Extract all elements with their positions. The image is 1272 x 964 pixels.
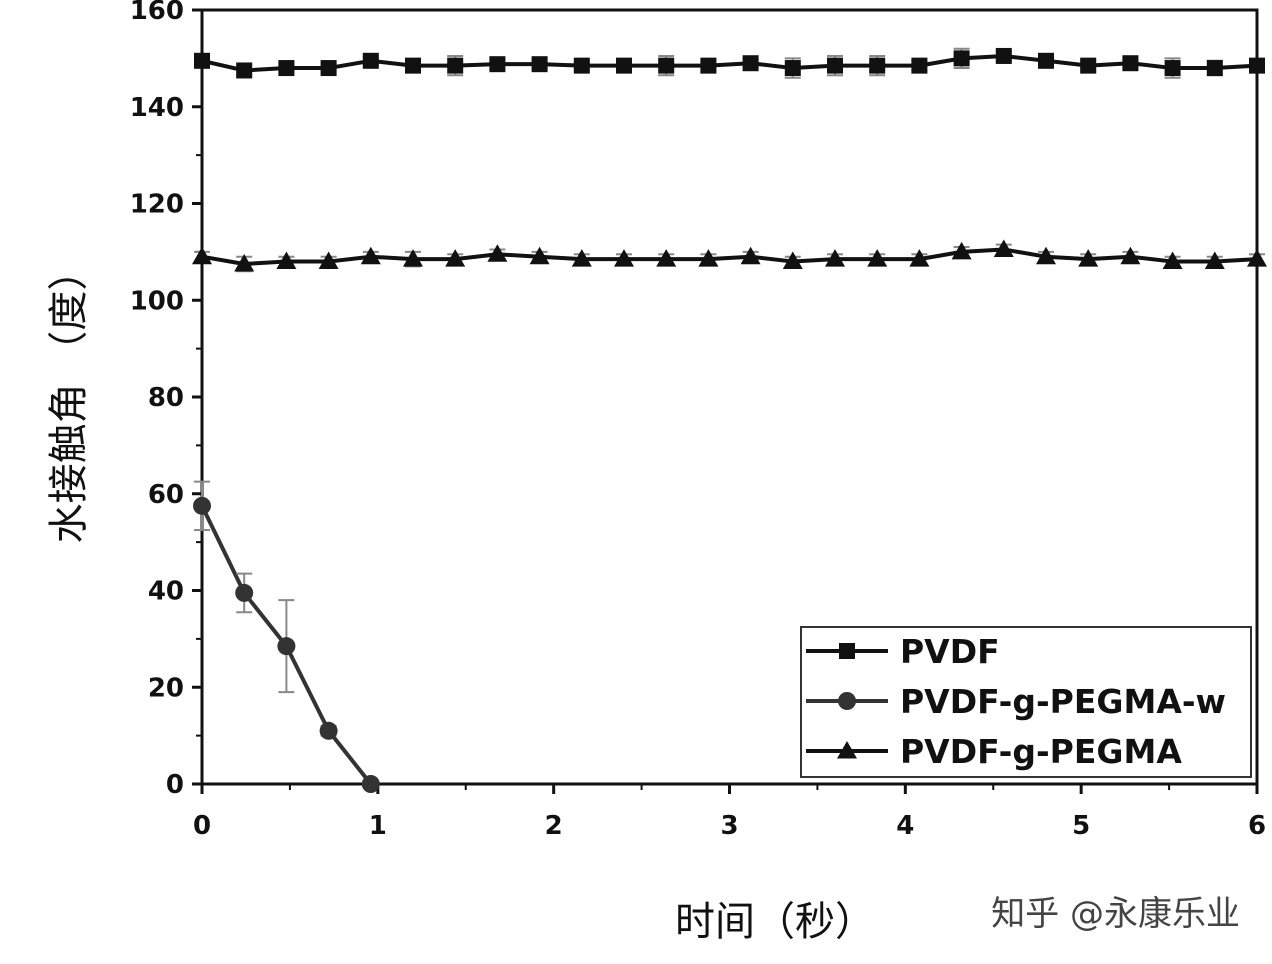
x-tick-label: 0	[193, 811, 211, 841]
series-line	[201, 247, 1258, 266]
triangle-marker	[445, 249, 466, 267]
square-marker	[953, 50, 970, 67]
triangle-marker	[837, 741, 857, 759]
square-marker	[869, 57, 886, 74]
square-marker	[278, 60, 295, 77]
triangle-marker	[951, 241, 972, 260]
series-pvdf	[194, 47, 1265, 79]
series-pvdf-g-pegma	[192, 239, 1267, 273]
triangle-marker	[1247, 249, 1267, 267]
watermark-text: 知乎 @永康乐业	[991, 894, 1240, 934]
triangle-marker	[656, 249, 677, 267]
circle-marker	[193, 496, 211, 515]
triangle-marker	[1204, 251, 1225, 270]
y-tick-label: 40	[148, 577, 184, 607]
square-marker	[320, 60, 337, 77]
square-marker	[827, 57, 843, 74]
triangle-marker	[234, 253, 255, 272]
square-marker	[1122, 55, 1139, 72]
circle-marker	[277, 637, 296, 656]
triangle-marker	[1120, 246, 1141, 265]
x-tick-label: 1	[369, 811, 387, 841]
triangle-marker	[1078, 249, 1099, 267]
series-layer	[192, 47, 1267, 793]
legend: PVDF PVDF-g-PEGMA-w PVDF-g-PEGMA	[800, 626, 1252, 778]
square-marker	[236, 62, 253, 79]
x-tick-label: 6	[1248, 811, 1266, 841]
square-marker	[362, 52, 379, 69]
square-marker	[1206, 60, 1223, 77]
triangle-marker	[782, 251, 803, 270]
square-marker	[995, 47, 1012, 64]
x-axis-title: 时间（秒）	[675, 899, 875, 945]
x-tick-label: 3	[720, 811, 738, 841]
triangle-marker	[740, 246, 761, 265]
square-marker	[911, 57, 928, 74]
square-marker	[194, 52, 210, 69]
series-pvdf-g-pegma-w	[193, 480, 380, 793]
circle-marker	[235, 583, 254, 602]
square-marker	[573, 57, 590, 74]
triangle-marker	[487, 244, 508, 262]
square-marker	[531, 56, 548, 73]
triangle-marker	[867, 249, 888, 267]
square-marker	[1038, 52, 1054, 69]
triangle-marker	[192, 246, 212, 265]
y-tick-label: 20	[148, 673, 184, 703]
triangle-marker	[1036, 246, 1056, 265]
triangle-marker	[698, 249, 719, 267]
x-tick-label: 4	[896, 811, 914, 841]
circle-marker	[319, 721, 338, 740]
legend-label: PVDF-g-PEGMA-w	[900, 682, 1226, 721]
square-marker	[489, 56, 506, 73]
square-marker	[839, 643, 855, 659]
square-marker	[742, 55, 759, 72]
circle-marker	[838, 692, 856, 710]
y-tick-label: 140	[130, 93, 184, 123]
square-marker	[1080, 57, 1097, 74]
y-tick-label: 80	[148, 383, 184, 413]
y-tick-label: 60	[148, 480, 184, 510]
legend-label: PVDF	[900, 632, 1000, 671]
square-marker	[1164, 60, 1181, 77]
square-marker	[700, 57, 717, 74]
y-tick-label: 0	[166, 770, 184, 800]
triangle-marker	[403, 249, 423, 267]
triangle-marker	[318, 251, 339, 270]
triangle-marker	[614, 249, 634, 267]
triangle-marker	[993, 239, 1014, 257]
square-marker	[616, 57, 632, 74]
triangle-marker	[571, 249, 592, 267]
triangle-marker	[529, 246, 550, 265]
square-marker	[405, 57, 421, 74]
triangle-marker	[909, 249, 930, 267]
square-marker	[658, 57, 675, 74]
y-tick-label: 160	[130, 0, 184, 26]
y-tick-label: 100	[130, 286, 184, 316]
y-tick-label: 120	[130, 190, 184, 220]
triangle-marker	[1162, 251, 1183, 270]
x-tick-label: 5	[1072, 811, 1090, 841]
axis-ticks: 0 20 40 60 80 100 120 140 160 0 1 2 3 4 5 6	[130, 0, 1266, 841]
triangle-marker	[276, 251, 297, 270]
y-axis-title: 水接触角 （度）	[46, 251, 92, 544]
legend-label: PVDF-g-PEGMA	[900, 732, 1182, 771]
circle-marker	[361, 775, 380, 793]
x-tick-label: 2	[545, 811, 563, 841]
square-marker	[447, 57, 464, 74]
triangle-marker	[360, 246, 381, 265]
square-marker	[1249, 57, 1265, 74]
triangle-marker	[825, 249, 845, 267]
square-marker	[784, 60, 801, 77]
